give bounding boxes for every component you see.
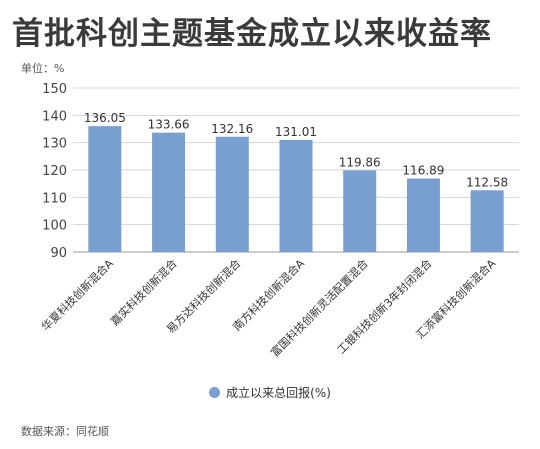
bar: [152, 132, 186, 252]
x-axis-ticks: 华夏科技创新混合A嘉实科技创新混合易方达科技创新混合南方科技创新混合A富国科技创…: [39, 256, 499, 360]
source-note: 数据来源：同花顺: [21, 425, 109, 438]
unit-label: 单位：%: [21, 62, 65, 75]
legend-label: 成立以来总回报(%): [226, 386, 331, 400]
bar-value-label: 116.89: [402, 164, 444, 178]
y-tick-label: 90: [50, 246, 67, 261]
value-labels: 136.05 133.66 132.16 131.01 119.86 116.89 112.…: [84, 111, 508, 189]
bar: [406, 178, 440, 252]
bar: [470, 190, 504, 252]
bar-value-label: 136.05: [84, 111, 126, 125]
legend-swatch: [209, 387, 221, 398]
bar-value-label: 131.01: [275, 125, 317, 139]
bar: [279, 139, 313, 252]
y-tick-label: 110: [42, 191, 67, 206]
bar-value-label: 119.86: [339, 155, 381, 169]
bar-value-label: 112.58: [466, 175, 508, 189]
y-tick-label: 130: [42, 137, 67, 152]
x-tick-label: 华夏科技创新混合A: [39, 256, 117, 334]
y-axis-ticks: 90 100 110 120 130 140 150: [42, 82, 67, 261]
y-tick-label: 100: [42, 219, 67, 234]
x-tick-label: 嘉实科技创新混合: [108, 256, 180, 328]
bar-value-label: 132.16: [211, 122, 253, 136]
y-tick-label: 150: [42, 82, 67, 97]
bar: [88, 126, 122, 252]
bar-value-label: 133.66: [148, 118, 190, 132]
bars: [88, 126, 504, 252]
legend: 成立以来总回报(%): [0, 384, 540, 401]
y-tick-label: 120: [42, 164, 67, 179]
y-tick-label: 140: [42, 109, 67, 124]
bar: [215, 136, 249, 252]
chart-title: 首批科创主题基金成立以来收益率: [12, 16, 492, 52]
bar: [343, 170, 377, 252]
